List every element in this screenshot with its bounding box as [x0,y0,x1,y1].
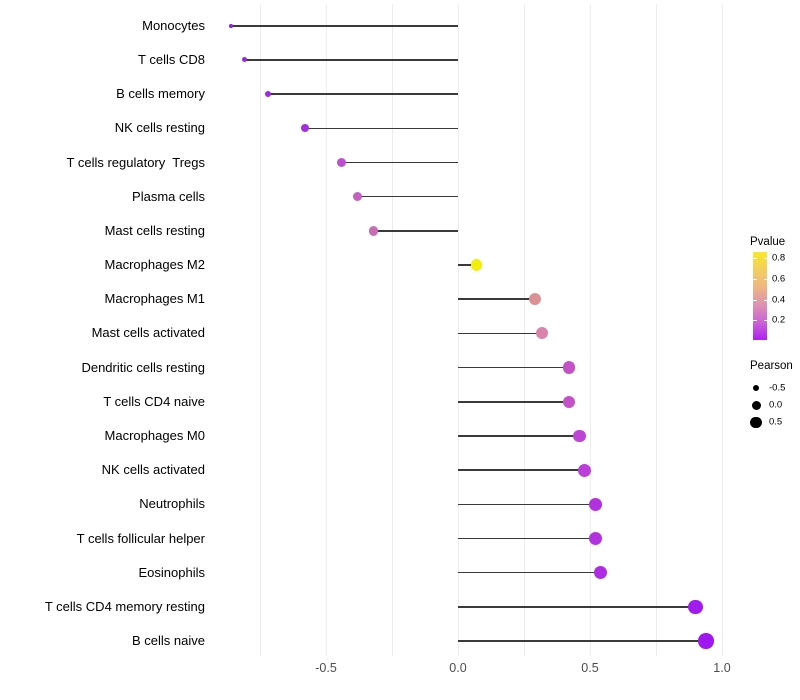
pvalue-colorbar [753,252,767,340]
gridline [523,4,525,656]
y-axis-label: Macrophages M2 [104,257,205,273]
lollipop-stem [304,127,458,130]
lollipop-dot [536,327,549,340]
x-axis-tick-label: -0.5 [315,661,337,675]
lollipop-stem [458,640,707,642]
x-axis-tick-label: 1.0 [713,661,731,675]
lollipop-dot [698,633,714,649]
colorbar-tick-mark [753,299,757,301]
lollipop-dot [573,429,586,443]
lollipop-stem [267,93,458,95]
colorbar-tick-mark [763,299,767,301]
y-axis-label: Macrophages M0 [104,427,205,443]
lollipop-stem [458,537,596,540]
colorbar-tick-mark [753,279,757,281]
gridline [259,4,261,656]
y-axis-label: Mast cells activated [91,325,205,341]
lollipop-stem [458,366,569,369]
y-axis-label: Monocytes [142,17,205,33]
lollipop-dot [470,259,483,271]
y-axis-label: T cells CD4 memory resting [44,598,205,614]
lollipop-dot [588,497,602,511]
lollipop-dot [588,532,602,545]
gridline [325,4,327,656]
gridline [721,4,723,656]
lollipop-dot [353,192,363,202]
lollipop-stem [230,25,458,27]
y-axis-label: T cells CD8 [138,51,205,67]
colorbar-tick-label: 0.8 [772,252,786,264]
colorbar-tick-mark [763,279,767,281]
lollipop-stem [458,469,585,471]
lollipop-dot [337,158,347,168]
colorbar-tick-label: 0.4 [772,294,786,306]
pearson-legend-label: -0.5 [769,382,786,394]
lollipop-stem [458,332,543,335]
lollipop-dot [229,24,233,28]
y-axis-label: Mast cells resting [104,222,205,238]
y-axis-label: T cells follicular helper [76,530,205,546]
pearson-legend-label: 0.5 [769,416,783,428]
pearson-legend-label: 0.0 [769,399,783,411]
y-axis-label: Dendritic cells resting [81,359,205,375]
gridline [457,4,459,656]
lollipop-stem [244,59,458,61]
lollipop-dot [528,293,541,306]
colorbar-tick-label: 0.2 [772,314,786,326]
lollipop-stem [458,571,601,574]
pearson-legend-title: Pearson [750,360,793,372]
colorbar-tick-mark [763,319,767,321]
lollipop-dot [368,226,379,236]
lollipop-stem [341,161,458,164]
gridline [589,4,591,656]
y-axis-label: Eosinophils [138,564,206,580]
pvalue-legend-title: Pvalue [750,236,786,248]
lollipop-stem [458,503,596,506]
lollipop-stem [458,400,569,403]
colorbar-tick-mark [753,258,757,260]
lollipop-dot [688,599,703,615]
y-axis-label: B cells naive [132,633,205,649]
y-axis-label: NK cells activated [101,462,205,478]
pearson-legend-dot [752,384,760,392]
y-axis-label: B cells memory [116,86,205,102]
lollipop-stem [458,606,696,608]
lollipop-dot [241,57,247,63]
pearson-legend-dot [751,400,761,410]
lollipop-dot [594,566,608,580]
lollipop-stem [458,435,580,437]
y-axis-label: Macrophages M1 [104,291,205,307]
colorbar-tick-label: 0.6 [772,273,786,285]
lollipop-stem [458,264,477,266]
lollipop-stem [357,195,458,198]
lollipop-dot [300,124,309,133]
y-axis-label: T cells regulatory Tregs [66,154,205,170]
x-axis-tick-label: 0.5 [581,661,599,675]
y-axis-label: Plasma cells [132,188,205,204]
colorbar-tick-mark [763,258,767,260]
y-axis-label: Neutrophils [139,496,205,512]
gridline [655,4,657,656]
lollipop-stem [458,298,535,301]
lollipop-dot [562,395,576,409]
colorbar-tick-mark [753,319,757,321]
lollipop-dot [562,361,576,374]
y-axis-label: T cells CD4 naive [103,393,205,409]
x-axis-tick-label: 0.0 [449,661,467,675]
lollipop-stem [373,230,458,232]
y-axis-label: NK cells resting [114,120,205,136]
lollipop-dot [264,90,272,98]
gridline [391,4,393,656]
lollipop-dot [578,463,592,477]
pearson-legend-dot [750,416,762,429]
